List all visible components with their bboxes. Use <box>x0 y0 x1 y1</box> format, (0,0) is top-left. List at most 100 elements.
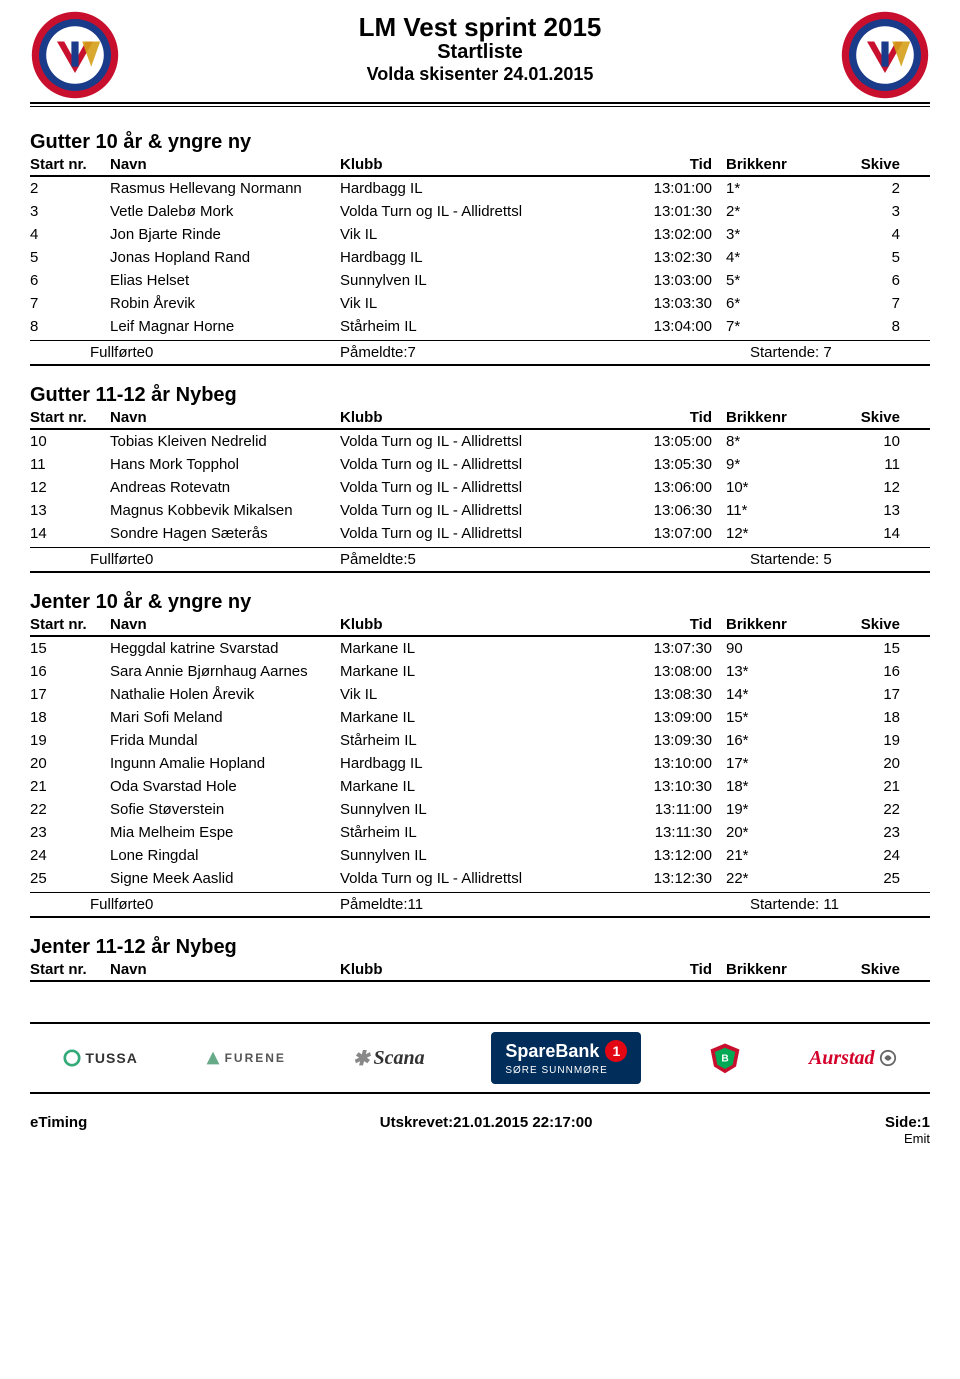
table-row: 21Oda Svarstad HoleMarkane IL13:10:3018*… <box>30 775 930 798</box>
cell-klubb: Markane IL <box>340 663 610 680</box>
summary-pameldte: Påmeldte:7 <box>340 344 640 361</box>
sponsor-sparebank-sub: SØRE SUNNMØRE <box>505 1066 607 1076</box>
cell-brikkenr: 2* <box>720 203 820 220</box>
summary-fullforte: Fullførte0 <box>30 551 340 568</box>
cell-brikkenr: 16* <box>720 732 820 749</box>
cell-skive: 6 <box>820 272 900 289</box>
footer-center: Utskrevet:21.01.2015 22:17:00 <box>380 1114 593 1146</box>
sponsor-furene: FURENE <box>205 1050 286 1066</box>
cell-startnr: 6 <box>30 272 110 289</box>
cell-navn: Ingunn Amalie Hopland <box>110 755 340 772</box>
cell-startnr: 22 <box>30 801 110 818</box>
category-block: Gutter 11-12 år NybegStart nr.NavnKlubbT… <box>30 384 930 573</box>
cell-tid: 13:12:30 <box>610 870 720 887</box>
cell-klubb: Volda Turn og IL - Allidrettsl <box>340 525 610 542</box>
col-klubb: Klubb <box>340 156 610 173</box>
cell-skive: 21 <box>820 778 900 795</box>
column-header-row: Start nr.NavnKlubbTidBrikkenrSkive <box>30 409 930 430</box>
cell-skive: 25 <box>820 870 900 887</box>
cell-klubb: Stårheim IL <box>340 732 610 749</box>
category-title: Gutter 11-12 år Nybeg <box>30 384 930 407</box>
col-navn: Navn <box>110 156 340 173</box>
cell-skive: 13 <box>820 502 900 519</box>
category-block: Jenter 10 år & yngre nyStart nr.NavnKlub… <box>30 591 930 918</box>
table-row: 25Signe Meek AaslidVolda Turn og IL - Al… <box>30 867 930 890</box>
cell-brikkenr: 1* <box>720 180 820 197</box>
cell-skive: 20 <box>820 755 900 772</box>
summary-pameldte: Påmeldte:11 <box>340 896 640 913</box>
cell-tid: 13:11:30 <box>610 824 720 841</box>
cell-tid: 13:02:00 <box>610 226 720 243</box>
cell-tid: 13:10:00 <box>610 755 720 772</box>
cell-startnr: 13 <box>30 502 110 519</box>
table-row: 22Sofie StøversteinSunnylven IL13:11:001… <box>30 798 930 821</box>
cell-skive: 11 <box>820 456 900 473</box>
cell-startnr: 16 <box>30 663 110 680</box>
column-header-row: Start nr.NavnKlubbTidBrikkenrSkive <box>30 616 930 637</box>
cell-klubb: Sunnylven IL <box>340 801 610 818</box>
cell-navn: Jonas Hopland Rand <box>110 249 340 266</box>
cell-skive: 22 <box>820 801 900 818</box>
sponsor-tussa: TUSSA <box>63 1049 137 1067</box>
cell-startnr: 17 <box>30 686 110 703</box>
col-skive: Skive <box>820 616 900 633</box>
sub-title: Startliste <box>120 41 840 64</box>
footer-right: Side:1 <box>885 1114 930 1131</box>
summary-bar: Fullførte0Påmeldte:5Startende: 5 <box>30 547 930 573</box>
sponsor-bar: TUSSA FURENE ✱ Scana SpareBank 1 SØRE SU… <box>30 1022 930 1094</box>
page-footer: eTiming Utskrevet:21.01.2015 22:17:00 Si… <box>30 1114 930 1146</box>
cell-startnr: 12 <box>30 479 110 496</box>
table-row: 6Elias HelsetSunnylven IL13:03:005*6 <box>30 269 930 292</box>
table-row: 15Heggdal katrine SvarstadMarkane IL13:0… <box>30 637 930 660</box>
cell-startnr: 18 <box>30 709 110 726</box>
summary-bar: Fullførte0Påmeldte:7Startende: 7 <box>30 340 930 366</box>
cell-tid: 13:04:00 <box>610 318 720 335</box>
cell-klubb: Hardbagg IL <box>340 249 610 266</box>
table-row: 24Lone RingdalSunnylven IL13:12:0021*24 <box>30 844 930 867</box>
cell-klubb: Markane IL <box>340 709 610 726</box>
cell-tid: 13:01:30 <box>610 203 720 220</box>
cell-tid: 13:09:30 <box>610 732 720 749</box>
cell-skive: 10 <box>820 433 900 450</box>
cell-skive: 24 <box>820 847 900 864</box>
cell-navn: Hans Mork Topphol <box>110 456 340 473</box>
cell-brikkenr: 90 <box>720 640 820 657</box>
col-klubb: Klubb <box>340 409 610 426</box>
cell-startnr: 3 <box>30 203 110 220</box>
cell-klubb: Stårheim IL <box>340 318 610 335</box>
col-skive: Skive <box>820 409 900 426</box>
col-tid: Tid <box>610 409 720 426</box>
cell-startnr: 20 <box>30 755 110 772</box>
page-header: LM Vest sprint 2015 Startliste Volda ski… <box>30 10 930 104</box>
cell-brikkenr: 6* <box>720 295 820 312</box>
cell-tid: 13:06:30 <box>610 502 720 519</box>
cell-skive: 2 <box>820 180 900 197</box>
table-row: 20Ingunn Amalie HoplandHardbagg IL13:10:… <box>30 752 930 775</box>
sponsor-sparebank: SpareBank 1 SØRE SUNNMØRE <box>491 1032 641 1084</box>
category-block: Jenter 11-12 år NybegStart nr.NavnKlubbT… <box>30 936 930 982</box>
cell-klubb: Volda Turn og IL - Allidrettsl <box>340 203 610 220</box>
cell-skive: 12 <box>820 479 900 496</box>
col-tid: Tid <box>610 616 720 633</box>
cell-startnr: 5 <box>30 249 110 266</box>
sponsor-aurstad-label: Aurstad <box>809 1047 875 1070</box>
main-title: LM Vest sprint 2015 <box>120 12 840 43</box>
cell-navn: Oda Svarstad Hole <box>110 778 340 795</box>
cell-brikkenr: 21* <box>720 847 820 864</box>
col-brikkenr: Brikkenr <box>720 616 820 633</box>
table-row: 10Tobias Kleiven NedrelidVolda Turn og I… <box>30 430 930 453</box>
logo-right <box>840 10 930 100</box>
sponsor-scana-label: Scana <box>373 1047 424 1070</box>
cell-tid: 13:03:00 <box>610 272 720 289</box>
cell-klubb: Vik IL <box>340 226 610 243</box>
cell-klubb: Markane IL <box>340 640 610 657</box>
col-klubb: Klubb <box>340 961 610 978</box>
cell-klubb: Hardbagg IL <box>340 180 610 197</box>
cell-skive: 4 <box>820 226 900 243</box>
cell-startnr: 24 <box>30 847 110 864</box>
cell-brikkenr: 10* <box>720 479 820 496</box>
table-row: 16Sara Annie Bjørnhaug AarnesMarkane IL1… <box>30 660 930 683</box>
category-title: Gutter 10 år & yngre ny <box>30 131 930 154</box>
cell-navn: Jon Bjarte Rinde <box>110 226 340 243</box>
cell-klubb: Stårheim IL <box>340 824 610 841</box>
